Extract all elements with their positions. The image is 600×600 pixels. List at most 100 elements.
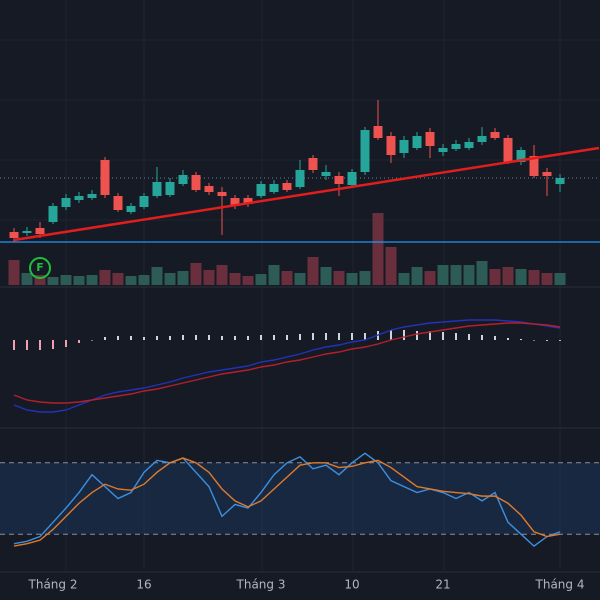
stoch-k <box>13 452 561 548</box>
macd-histogram <box>221 336 223 340</box>
volume-bar <box>320 267 332 285</box>
macd-histogram <box>520 339 522 340</box>
x-label: Tháng 4 <box>535 578 585 592</box>
stoch-d <box>13 457 561 547</box>
macd-histogram <box>91 340 93 341</box>
candle-body <box>165 182 175 195</box>
candle-body <box>425 132 435 146</box>
x-label: 10 <box>344 578 359 592</box>
candle-body <box>295 170 305 187</box>
macd-histogram <box>468 334 470 340</box>
macd-histogram <box>195 335 197 340</box>
marker-circle <box>29 257 51 279</box>
candle-body <box>100 160 110 195</box>
candle-body <box>386 136 396 155</box>
candle-body <box>438 148 448 152</box>
macd-histogram <box>559 340 561 341</box>
volume-bar <box>528 270 540 285</box>
trendline <box>13 146 600 242</box>
macd-histogram <box>481 335 483 340</box>
volume-bar <box>281 271 293 285</box>
macd-histogram <box>325 333 327 340</box>
volume-bar <box>21 273 33 285</box>
candle-body <box>542 172 552 176</box>
volume-bar <box>112 273 124 285</box>
candle-body <box>269 184 279 192</box>
volume-bar <box>8 260 20 285</box>
candle-body <box>451 144 461 149</box>
candle-body <box>503 138 513 162</box>
macd-histogram <box>260 335 262 340</box>
macd-histogram <box>286 335 288 340</box>
volume-bar <box>47 277 59 285</box>
volume-bar <box>489 269 501 285</box>
volume-bar <box>294 273 306 285</box>
macd-histogram <box>351 333 353 340</box>
volume-bar <box>541 273 553 285</box>
macd-histogram <box>104 337 106 340</box>
macd-histogram <box>52 340 54 349</box>
candle-body <box>217 192 227 196</box>
macd-histogram <box>247 336 249 340</box>
macd-histogram <box>364 333 366 340</box>
candle-body <box>230 198 240 206</box>
candle-body <box>35 228 45 234</box>
volume-bar <box>125 276 137 285</box>
macd-histogram <box>117 336 119 340</box>
macd-histogram <box>429 331 431 340</box>
x-label: 16 <box>136 578 151 592</box>
macd-histogram <box>390 330 392 340</box>
candle-body <box>61 198 71 207</box>
candle-body <box>178 175 188 184</box>
volume-bar <box>190 263 202 285</box>
macd-histogram <box>143 337 145 340</box>
candle-body <box>555 178 565 184</box>
volume-bar <box>515 269 527 285</box>
candle-body <box>334 176 344 184</box>
candle-body <box>282 183 292 190</box>
macd-histogram <box>416 331 418 340</box>
candle-body <box>87 194 97 198</box>
volume-bar <box>203 270 215 285</box>
macd-histogram <box>39 340 41 350</box>
macd-histogram <box>442 332 444 340</box>
macd-histogram <box>234 336 236 340</box>
macd-histogram <box>533 340 535 341</box>
volume-bar <box>437 265 449 285</box>
candle-body <box>113 196 123 210</box>
candle-body <box>529 156 539 176</box>
marker-label: F <box>36 261 44 274</box>
macd-histogram <box>494 336 496 340</box>
volume-bar <box>255 274 267 285</box>
volume-bar <box>86 275 98 285</box>
macd-histogram <box>273 335 275 340</box>
volume-bar <box>424 271 436 285</box>
volume-bar <box>138 275 150 285</box>
candle-body <box>490 132 500 138</box>
macd-histogram <box>299 334 301 340</box>
candle-body <box>464 142 474 148</box>
volume-bar <box>164 273 176 285</box>
volume-bar <box>398 273 410 285</box>
macd-histogram <box>26 340 28 350</box>
volume-bar <box>359 271 371 285</box>
candle-body <box>74 196 84 200</box>
macd-histogram <box>156 336 158 340</box>
volume-bar <box>372 213 384 285</box>
macd-histogram <box>13 340 15 350</box>
volume-bar <box>385 247 397 285</box>
candle-body <box>399 140 409 153</box>
candle-body <box>9 232 19 238</box>
candle-body <box>321 172 331 176</box>
x-label: Tháng 2 <box>28 578 78 592</box>
volume-bar <box>177 271 189 285</box>
volume-bar <box>73 276 85 285</box>
candle-body <box>256 184 266 196</box>
macd-histogram <box>507 338 509 340</box>
candle-body <box>139 196 149 207</box>
macd-histogram <box>208 335 210 340</box>
volume-bar <box>268 265 280 285</box>
volume-bar <box>34 275 46 285</box>
volume-bar <box>502 267 514 285</box>
